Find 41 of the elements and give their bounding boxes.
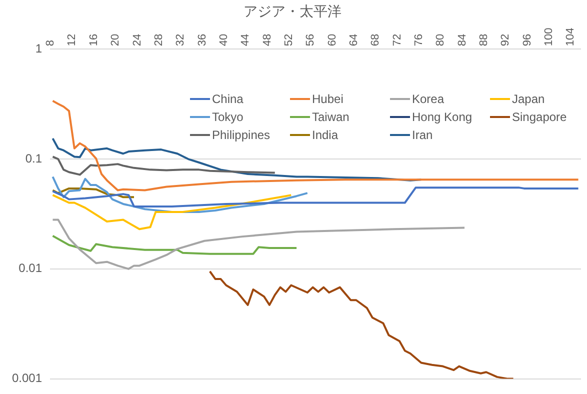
y-tick-label: 1: [35, 41, 42, 56]
x-tick-label: 68: [370, 34, 382, 46]
x-tick-label: 44: [240, 34, 252, 46]
legend-label: Singapore: [512, 110, 567, 124]
x-tick-label: 88: [478, 34, 490, 46]
x-tick-label: 92: [500, 34, 512, 46]
x-tick-label: 20: [110, 34, 122, 46]
y-tick-label: 0.01: [18, 261, 42, 276]
legend-label: Philippines: [212, 128, 270, 142]
x-tick-label: 16: [88, 34, 100, 46]
legend-label: China: [212, 92, 244, 106]
y-tick-label: 0.001: [12, 371, 42, 386]
x-tick-label: 52: [282, 34, 295, 46]
x-tick-label: 28: [152, 34, 165, 46]
x-tick-label: 12: [66, 34, 78, 46]
x-tick-label: 8: [44, 40, 57, 46]
legend-label: Taiwan: [312, 110, 350, 124]
x-tick-label: 60: [326, 34, 338, 46]
x-tick-label: 104: [564, 28, 577, 46]
legend-label: Hong Kong: [412, 110, 472, 124]
x-tick-label: 32: [174, 34, 187, 46]
legend-label: Tokyo: [212, 110, 244, 124]
x-tick-label: 76: [413, 34, 425, 46]
x-tick-label: 36: [196, 34, 208, 46]
x-tick-label: 56: [304, 34, 317, 46]
chart-title: アジア・太平洋: [244, 4, 342, 20]
legend-label: Japan: [512, 92, 545, 106]
x-tick-label: 64: [348, 34, 360, 46]
x-tick-label: 72: [391, 34, 404, 46]
legend-label: Iran: [412, 128, 433, 142]
x-tick-label: 80: [434, 34, 447, 46]
legend-label: Korea: [412, 92, 444, 106]
x-tick-label: 96: [521, 34, 534, 46]
x-tick-label: 48: [261, 34, 274, 46]
x-tick-label: 40: [218, 34, 230, 46]
x-tick-label: 24: [131, 34, 144, 46]
x-tick-label: 84: [456, 34, 468, 46]
x-tick-label: 100: [543, 28, 556, 46]
y-tick-label: 0.1: [25, 151, 42, 166]
legend-label: India: [312, 128, 338, 142]
legend-label: Hubei: [312, 92, 344, 106]
